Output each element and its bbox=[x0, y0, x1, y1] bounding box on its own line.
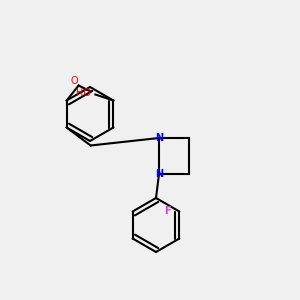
Text: O: O bbox=[70, 76, 78, 86]
Text: N: N bbox=[155, 169, 163, 179]
Text: N: N bbox=[155, 133, 163, 143]
Text: HO: HO bbox=[76, 88, 91, 98]
Text: F: F bbox=[164, 206, 170, 217]
